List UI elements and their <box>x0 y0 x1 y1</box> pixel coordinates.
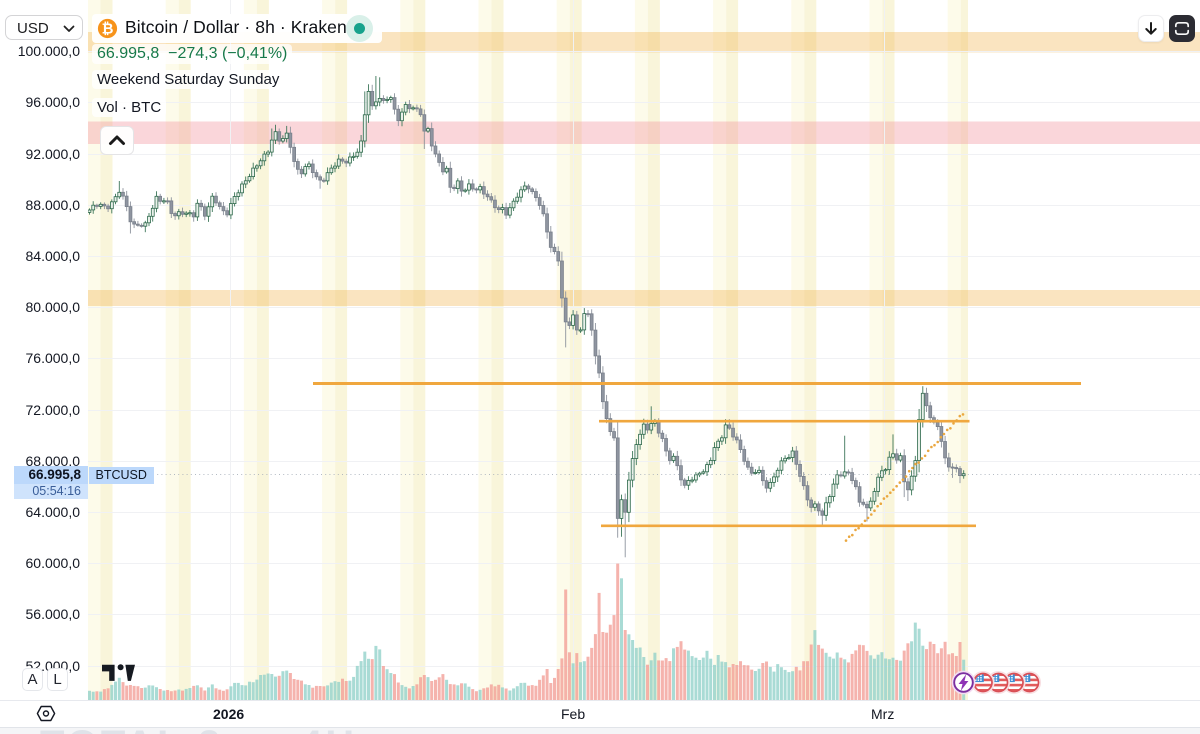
svg-text:₿: ₿ <box>102 22 114 38</box>
